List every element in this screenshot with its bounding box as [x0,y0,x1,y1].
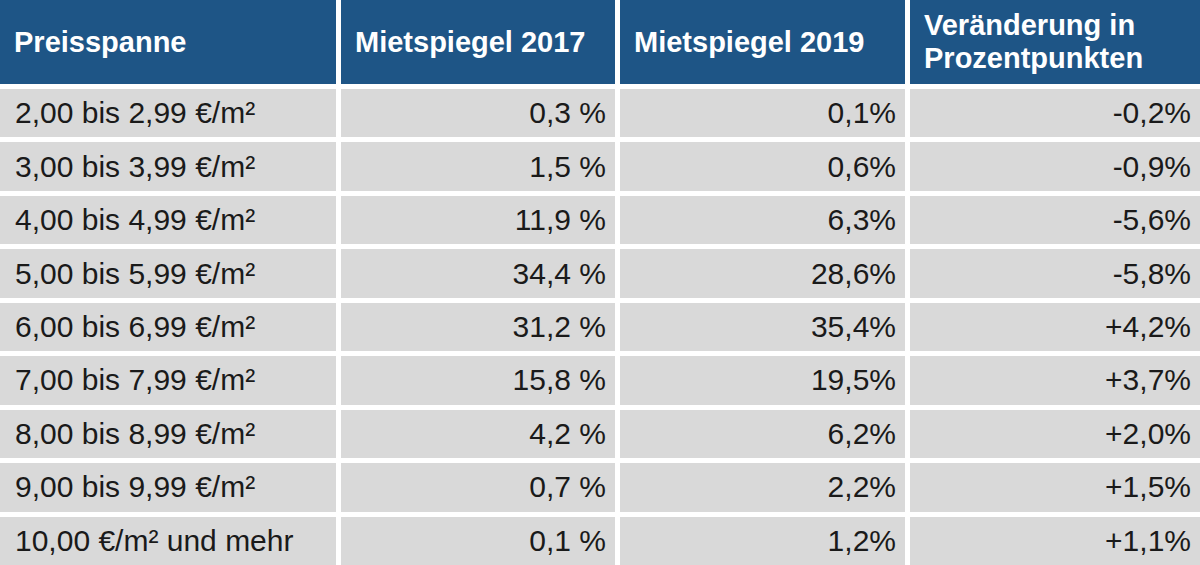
cell-veraenderung-row-5: +4,2% [910,303,1200,351]
cell-mietspiegel-2019-row-7: 6,2% [620,410,905,458]
cell-mietspiegel-2019-row-6: 19,5% [620,356,905,404]
cell-mietspiegel-2017-row-5: 31,2 % [341,303,615,351]
cell-mietspiegel-2017-row-2: 1,5 % [341,142,615,190]
cell-veraenderung-row-3: -5,6% [910,196,1200,244]
cell-mietspiegel-2017-row-1: 0,3 % [341,89,615,137]
cell-veraenderung-row-1: -0,2% [910,89,1200,137]
cell-preisspanne-row-5: 6,00 bis 6,99 €/m² [0,303,336,351]
cell-mietspiegel-2017-row-6: 15,8 % [341,356,615,404]
cell-veraenderung-row-4: -5,8% [910,249,1200,297]
column-header-preisspanne: Preisspanne [0,0,336,84]
column-header-mietspiegel-2017: Mietspiegel 2017 [341,0,615,84]
cell-mietspiegel-2017-row-3: 11,9 % [341,196,615,244]
cell-veraenderung-row-7: +2,0% [910,410,1200,458]
cell-preisspanne-row-6: 7,00 bis 7,99 €/m² [0,356,336,404]
cell-mietspiegel-2019-row-8: 2,2% [620,463,905,511]
cell-preisspanne-row-7: 8,00 bis 8,99 €/m² [0,410,336,458]
cell-mietspiegel-2019-row-2: 0,6% [620,142,905,190]
cell-veraenderung-row-8: +1,5% [910,463,1200,511]
cell-mietspiegel-2017-row-9: 0,1 % [341,517,615,565]
cell-veraenderung-row-9: +1,1% [910,517,1200,565]
cell-mietspiegel-2019-row-5: 35,4% [620,303,905,351]
cell-preisspanne-row-2: 3,00 bis 3,99 €/m² [0,142,336,190]
cell-mietspiegel-2019-row-9: 1,2% [620,517,905,565]
cell-veraenderung-row-6: +3,7% [910,356,1200,404]
cell-preisspanne-row-4: 5,00 bis 5,99 €/m² [0,249,336,297]
cell-veraenderung-row-2: -0,9% [910,142,1200,190]
column-header-mietspiegel-2019: Mietspiegel 2019 [620,0,905,84]
cell-mietspiegel-2017-row-8: 0,7 % [341,463,615,511]
column-header-veraenderung-prozentpunkte: Veränderung in Prozentpunkten [910,0,1200,84]
cell-preisspanne-row-9: 10,00 €/m² und mehr [0,517,336,565]
cell-mietspiegel-2019-row-3: 6,3% [620,196,905,244]
cell-preisspanne-row-1: 2,00 bis 2,99 €/m² [0,89,336,137]
cell-mietspiegel-2019-row-4: 28,6% [620,249,905,297]
cell-mietspiegel-2017-row-7: 4,2 % [341,410,615,458]
cell-mietspiegel-2019-row-1: 0,1% [620,89,905,137]
cell-mietspiegel-2017-row-4: 34,4 % [341,249,615,297]
cell-preisspanne-row-8: 9,00 bis 9,99 €/m² [0,463,336,511]
rent-index-table: Preisspanne Mietspiegel 2017 Mietspiegel… [0,0,1200,565]
cell-preisspanne-row-3: 4,00 bis 4,99 €/m² [0,196,336,244]
